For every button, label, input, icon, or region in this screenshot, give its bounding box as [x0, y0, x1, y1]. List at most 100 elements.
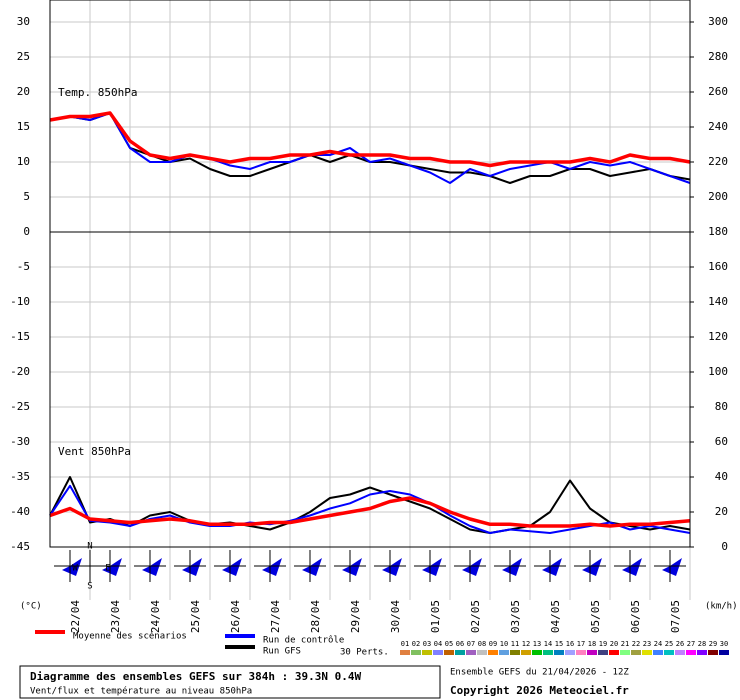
pert-swatch: [598, 650, 608, 655]
pert-label: 25: [665, 640, 673, 648]
x-tick-label: 03/05: [509, 600, 522, 633]
pert-label: 03: [423, 640, 431, 648]
x-tick-label: 27/04: [269, 600, 282, 633]
temp-panel-label: Temp. 850hPa: [58, 86, 137, 99]
legend-label: Run de contrôle: [263, 635, 344, 646]
y2-tick-label: 300: [708, 15, 728, 28]
pert-swatch: [653, 650, 663, 655]
compass-e: E: [105, 564, 110, 574]
x-tick-label: 07/05: [669, 600, 682, 633]
pert-swatch: [532, 650, 542, 655]
copyright: Copyright 2026 Meteociel.fr: [450, 684, 629, 697]
y-tick-label: -10: [10, 295, 30, 308]
plot-frame: [49, 0, 691, 548]
pert-label: 11: [511, 640, 519, 648]
pert-swatch: [466, 650, 476, 655]
pert-swatch: [664, 650, 674, 655]
x-tick-label: 06/05: [629, 600, 642, 633]
pert-swatch: [422, 650, 432, 655]
pert-label: 21: [621, 640, 629, 648]
x-tick-label: 29/04: [349, 600, 362, 633]
pert-swatch: [400, 650, 410, 655]
pert-label: 16: [566, 640, 574, 648]
y-tick-label: -35: [10, 470, 30, 483]
pert-label: 14: [544, 640, 552, 648]
y2-tick-label: 20: [715, 505, 728, 518]
pert-swatch: [521, 650, 531, 655]
wind-rose: [102, 558, 122, 576]
pert-label: 24: [654, 640, 662, 648]
wind-rose: [622, 558, 642, 576]
pert-label: 05: [445, 640, 453, 648]
y-tick-label: 10: [17, 155, 30, 168]
compass-w: W: [72, 564, 78, 574]
y2-tick-label: 0: [721, 540, 728, 553]
pert-label: 29: [709, 640, 717, 648]
run-info: Ensemble GEFS du 21/04/2026 - 12Z: [450, 668, 629, 678]
wind-rose: [62, 558, 82, 576]
x-tick-label: 26/04: [229, 600, 242, 633]
pert-label: 10: [500, 640, 508, 648]
y2-tick-label: 40: [715, 470, 728, 483]
pert-swatch: [697, 650, 707, 655]
y2-tick-label: 260: [708, 85, 728, 98]
y2-tick-label: 120: [708, 330, 728, 343]
pert-swatch: [433, 650, 443, 655]
y2-tick-label: 100: [708, 365, 728, 378]
wind-rose: [382, 558, 402, 576]
wind-rose: [502, 558, 522, 576]
pert-label: 12: [522, 640, 530, 648]
series-layer: [49, 111, 691, 534]
pert-swatch: [488, 650, 498, 655]
y2-tick-label: 160: [708, 260, 728, 273]
wind-rose: [422, 558, 442, 576]
pert-label: 26: [676, 640, 684, 648]
wind-rose: [142, 558, 162, 576]
legend-label: Moyenne des scénarios: [73, 631, 187, 642]
x-tick-label: 05/05: [589, 600, 602, 633]
y2-tick-label: 80: [715, 400, 728, 413]
left-unit: (°C): [20, 602, 42, 612]
y2-tick-label: 280: [708, 50, 728, 63]
y2-tick-label: 60: [715, 435, 728, 448]
legend: Moyenne des scénarios Run de contrôleRun …: [35, 630, 344, 657]
pert-label: 28: [698, 640, 706, 648]
pert-label: 17: [577, 640, 585, 648]
wind-rose: [302, 558, 322, 576]
pert-swatch: [587, 650, 597, 655]
y-tick-label: 15: [17, 120, 30, 133]
x-tick-label: 25/04: [189, 600, 202, 633]
wind-rose: [262, 558, 282, 576]
pert-label: 15: [555, 640, 563, 648]
pert-label: 30: [720, 640, 728, 648]
series-line: [49, 112, 691, 184]
y2-tick-label: 140: [708, 295, 728, 308]
wind-rose: [222, 558, 242, 576]
y-tick-label: 30: [17, 15, 30, 28]
pert-swatch: [565, 650, 575, 655]
pert-swatch: [499, 650, 509, 655]
pert-swatch: [554, 650, 564, 655]
x-tick-label: 28/04: [309, 600, 322, 633]
y-tick-label: -20: [10, 365, 30, 378]
series-line: [49, 476, 691, 534]
info-box: [19, 665, 441, 699]
pert-label: 09: [489, 640, 497, 648]
y2-tick-label: 220: [708, 155, 728, 168]
y-tick-label: -5: [17, 260, 30, 273]
pert-label: 22: [632, 640, 640, 648]
pert-swatch: [631, 650, 641, 655]
y2-tick-label: 240: [708, 120, 728, 133]
perts-label: 30 Perts.: [340, 648, 389, 658]
compass: N W E S: [72, 542, 111, 592]
pert-swatch: [510, 650, 520, 655]
pert-swatch: [708, 650, 718, 655]
pert-swatch: [543, 650, 553, 655]
y2-tick-label: 180: [708, 225, 728, 238]
x-tick-label: 02/05: [469, 600, 482, 633]
compass-s: S: [87, 582, 92, 592]
x-tick-label: 01/05: [429, 600, 442, 633]
compass-n: N: [87, 542, 92, 552]
pert-label: 01: [401, 640, 409, 648]
